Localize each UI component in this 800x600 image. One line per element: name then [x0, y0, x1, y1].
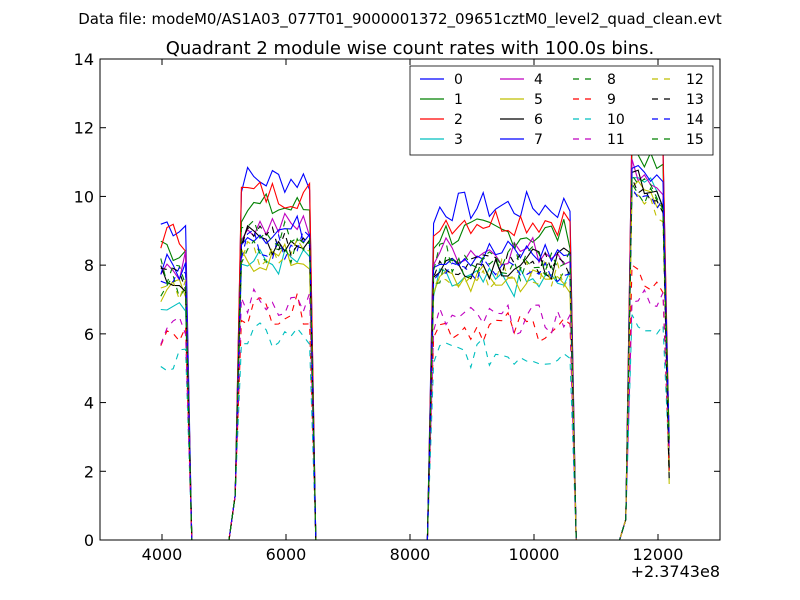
legend-label: 15 [686, 132, 704, 148]
x-tick-label: 12000 [633, 545, 684, 564]
y-tick-label: 0 [84, 531, 94, 550]
legend-label: 9 [607, 92, 616, 108]
series-line-8 [160, 181, 670, 540]
plot-lines [160, 110, 670, 540]
legend-label: 6 [534, 112, 543, 128]
legend-label: 1 [454, 92, 463, 108]
legend-label: 7 [534, 132, 543, 148]
x-offset-label: +2.3743e8 [631, 562, 720, 581]
legend-label: 11 [607, 132, 625, 148]
legend-label: 0 [454, 72, 463, 88]
series-line-13 [160, 177, 670, 540]
series-line-4 [160, 159, 670, 540]
legend-label: 2 [454, 112, 463, 128]
y-tick-label: 12 [74, 119, 94, 138]
legend-label: 8 [607, 72, 616, 88]
y-tick-label: 14 [74, 50, 94, 69]
x-tick-label: 10000 [509, 545, 560, 564]
series-line-14 [160, 186, 670, 540]
series-line-9 [160, 264, 670, 540]
series-line-3 [160, 177, 670, 540]
x-tick-label: 6000 [266, 545, 307, 564]
series-line-15 [160, 173, 670, 540]
legend-label: 3 [454, 132, 463, 148]
series-line-10 [160, 314, 670, 540]
y-tick-label: 2 [84, 462, 94, 481]
series-line-0 [160, 110, 670, 540]
legend-label: 4 [534, 72, 543, 88]
series-line-1 [160, 146, 670, 540]
series-line-11 [160, 287, 670, 540]
y-tick-label: 8 [84, 256, 94, 275]
chart-suptitle: Data file: modeM0/AS1A03_077T01_90000013… [78, 10, 722, 29]
legend-label: 5 [534, 92, 543, 108]
series-line-6 [160, 169, 670, 540]
y-tick-label: 10 [74, 187, 94, 206]
x-axis: 4000 6000 8000 10000 12000 [142, 59, 684, 564]
chart-title: Quadrant 2 module wise count rates with … [166, 38, 655, 59]
legend-label: 10 [607, 112, 625, 128]
legend-label: 14 [686, 112, 704, 128]
series-line-12 [160, 191, 670, 540]
legend-label: 13 [686, 92, 704, 108]
series-line-7 [160, 164, 670, 540]
x-tick-label: 4000 [142, 545, 183, 564]
series-line-2 [160, 118, 670, 540]
legend-frame [409, 65, 714, 156]
y-tick-label: 4 [84, 394, 94, 413]
legend-label: 12 [686, 72, 704, 88]
series-line-5 [160, 180, 670, 540]
y-tick-label: 6 [84, 325, 94, 344]
x-tick-label: 8000 [390, 545, 431, 564]
